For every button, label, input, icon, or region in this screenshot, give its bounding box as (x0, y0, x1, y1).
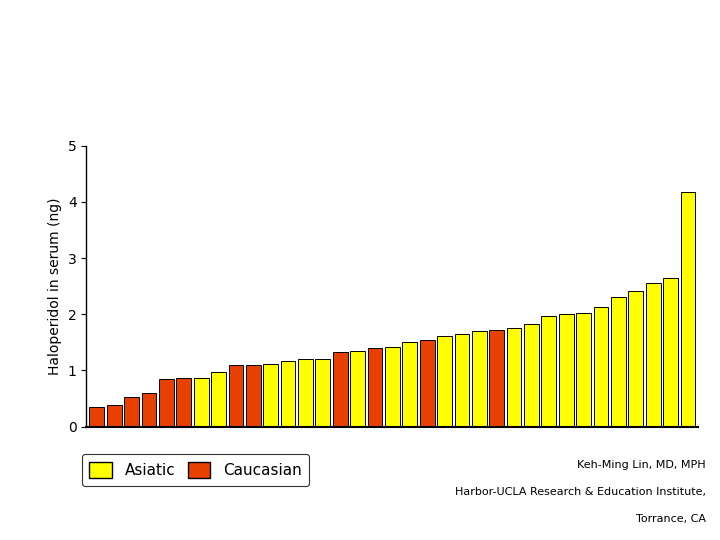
Bar (89, 407, 104, 427)
Text: after administration of 0.5 mg (im): after administration of 0.5 mg (im) (99, 93, 621, 119)
Bar (680, 192, 696, 427)
Bar (507, 328, 521, 427)
Bar (281, 361, 295, 427)
Bar (541, 316, 557, 427)
Bar (246, 365, 261, 427)
Bar (594, 307, 608, 427)
Text: Torrance, CA: Torrance, CA (636, 514, 706, 524)
Bar (559, 314, 574, 427)
Bar (437, 336, 452, 427)
Bar (211, 372, 226, 427)
Bar (611, 298, 626, 427)
Bar (663, 278, 678, 427)
Y-axis label: Haloperidol in serum (ng): Haloperidol in serum (ng) (48, 198, 62, 375)
Bar (176, 378, 191, 427)
Bar (368, 348, 382, 427)
Bar (194, 378, 209, 427)
Bar (125, 397, 139, 427)
Text: Keh-Ming Lin, MD, MPH: Keh-Ming Lin, MD, MPH (577, 460, 706, 470)
Bar (646, 284, 660, 427)
Bar (315, 359, 330, 427)
Text: Harbor-UCLA Research & Education Institute,: Harbor-UCLA Research & Education Institu… (454, 487, 706, 497)
Bar (402, 342, 417, 427)
Bar (576, 313, 591, 427)
Bar (298, 359, 313, 427)
Bar (159, 379, 174, 427)
Bar (454, 334, 469, 427)
Bar (524, 325, 539, 427)
Bar (107, 405, 122, 427)
Text: Maximum haloperidol concentration: Maximum haloperidol concentration (91, 39, 629, 65)
Bar (228, 365, 243, 427)
Bar (333, 353, 348, 427)
Bar (629, 291, 643, 427)
Legend: Asiatic, Caucasian: Asiatic, Caucasian (82, 454, 309, 486)
Bar (490, 330, 504, 427)
Bar (385, 347, 400, 427)
Bar (264, 364, 278, 427)
Bar (472, 331, 487, 427)
Bar (142, 393, 156, 427)
Bar (350, 351, 365, 427)
Bar (420, 340, 435, 427)
